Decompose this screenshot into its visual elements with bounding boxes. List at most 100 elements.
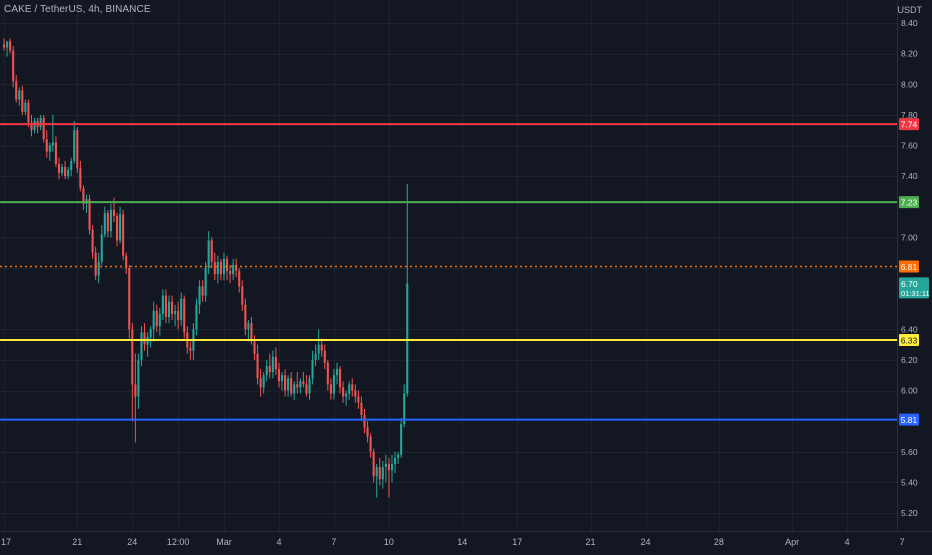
level-price-label-bg bbox=[899, 118, 919, 131]
candle-body bbox=[311, 359, 314, 379]
candle-body bbox=[33, 121, 36, 131]
candle-body bbox=[299, 381, 302, 388]
time-tick-label: 21 bbox=[72, 537, 82, 547]
candle-body bbox=[345, 393, 348, 397]
candle-body bbox=[122, 214, 125, 256]
candle-body bbox=[271, 356, 274, 373]
candle-body bbox=[48, 145, 51, 152]
time-tick-label: 7 bbox=[900, 537, 905, 547]
candle-body bbox=[342, 387, 345, 397]
price-tick-label: 6.20 bbox=[901, 355, 918, 365]
candle-body bbox=[241, 286, 244, 305]
candle-body bbox=[290, 378, 293, 394]
candle-body bbox=[250, 323, 253, 342]
candle-body bbox=[177, 310, 180, 321]
candle-body bbox=[229, 271, 232, 275]
candle-body bbox=[354, 390, 357, 397]
candle-body bbox=[326, 362, 329, 385]
candle-body bbox=[390, 464, 394, 471]
price-tick-label: 8.40 bbox=[901, 18, 918, 28]
candle-body bbox=[305, 384, 308, 394]
current-price-label-bg bbox=[899, 277, 929, 299]
candle-body bbox=[51, 142, 54, 146]
candle-body bbox=[67, 170, 70, 177]
candle-body bbox=[296, 384, 299, 388]
legend-sep-1: , bbox=[82, 4, 89, 15]
currency-label[interactable]: USDT bbox=[897, 5, 923, 15]
candle-body bbox=[378, 467, 381, 480]
candle-body bbox=[94, 252, 97, 276]
legend-sep-2: , bbox=[99, 4, 106, 15]
candle-body bbox=[70, 160, 73, 170]
candle-body bbox=[369, 436, 372, 452]
candle-body bbox=[15, 81, 18, 100]
candle-body bbox=[195, 304, 198, 330]
candle-body bbox=[317, 344, 320, 354]
candle-body bbox=[253, 341, 256, 354]
candle-body bbox=[225, 258, 229, 272]
candle-body bbox=[140, 332, 143, 360]
candle-body bbox=[219, 261, 222, 275]
candle-body bbox=[198, 286, 201, 305]
candle-body bbox=[131, 329, 134, 385]
price-tick-label: 6.40 bbox=[901, 324, 918, 334]
candle-body bbox=[201, 286, 204, 296]
candle-body bbox=[323, 350, 326, 363]
candle-body bbox=[320, 344, 323, 351]
candle-body bbox=[339, 369, 342, 388]
candle-body bbox=[238, 271, 241, 287]
price-tick-label: 6.00 bbox=[901, 386, 918, 396]
candle-body bbox=[381, 467, 384, 480]
horizontal-levels[interactable] bbox=[0, 123, 897, 421]
candle-body bbox=[76, 130, 79, 169]
candle-body bbox=[247, 323, 250, 330]
price-tick-label: 5.20 bbox=[901, 508, 918, 518]
time-tick-label: 17 bbox=[1, 537, 11, 547]
candle-body bbox=[167, 301, 171, 317]
candle-body bbox=[42, 117, 45, 140]
candle-body bbox=[115, 215, 119, 241]
candle-body bbox=[103, 212, 106, 235]
time-tick-label: 7 bbox=[331, 537, 336, 547]
candle-body bbox=[100, 234, 103, 262]
exchange-label: BINANCE bbox=[105, 4, 151, 15]
level-price-label: 7.23 bbox=[901, 198, 918, 208]
time-tick-label: 14 bbox=[457, 537, 467, 547]
time-tick-label: 21 bbox=[586, 537, 596, 547]
time-tick-label: 4 bbox=[845, 537, 850, 547]
candle-body bbox=[280, 375, 284, 382]
candle-body bbox=[24, 102, 27, 112]
candle-body bbox=[21, 90, 24, 112]
interval-label[interactable]: 4h bbox=[88, 4, 100, 15]
current-price-label: 6.70 bbox=[901, 279, 918, 289]
candle-body bbox=[158, 313, 161, 327]
time-tick-label: 28 bbox=[714, 537, 724, 547]
candle-body bbox=[265, 366, 268, 376]
time-tick-label: 24 bbox=[127, 537, 137, 547]
candle-body bbox=[60, 166, 64, 174]
grid bbox=[0, 0, 897, 531]
candle-body bbox=[375, 467, 378, 477]
chart-legend[interactable]: CAKE / TetherUS, 4h, BINANCE bbox=[4, 4, 151, 15]
candle-body bbox=[387, 464, 390, 471]
candle-body bbox=[207, 240, 210, 268]
candle-body bbox=[406, 283, 409, 394]
price-tick-label: 7.00 bbox=[901, 232, 918, 242]
candle-body bbox=[360, 402, 363, 415]
candle-body bbox=[213, 261, 216, 275]
candle-body bbox=[91, 229, 94, 253]
candle-body bbox=[180, 298, 183, 321]
level-price-label-bg bbox=[899, 333, 919, 346]
candle-body bbox=[287, 378, 290, 391]
level-price-label-bg bbox=[899, 196, 919, 209]
candle-body bbox=[18, 90, 21, 100]
candle-body bbox=[128, 268, 131, 330]
time-axis[interactable]: 17 21 24 12:00 Mar 4 7 10 14 17 21 24 28 Apr 4 7 bbox=[1, 537, 905, 547]
candle-body bbox=[79, 168, 82, 189]
candle-body bbox=[256, 353, 259, 379]
price-tick-label: 8.00 bbox=[901, 79, 918, 89]
symbol-label[interactable]: CAKE / TetherUS bbox=[4, 4, 83, 15]
